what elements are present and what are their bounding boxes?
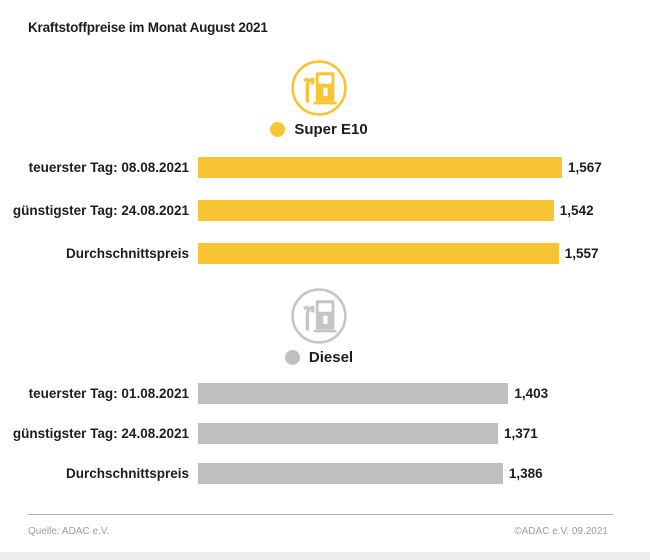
legend-dot: [270, 121, 286, 137]
bar-rows: teuerster Tag: 08.08.2021 1,567 günstigste…: [13, 157, 650, 264]
bar: [198, 200, 554, 221]
fuel-pump-icon: [291, 60, 347, 116]
bar-row: Durchschnittspreis 1,557: [66, 243, 650, 264]
bar-value: 1,557: [564, 246, 599, 261]
footer-copyright: ©ADAC e.V. 09.2021: [514, 526, 608, 537]
bar-value: 1,542: [559, 203, 594, 218]
page-title: Kraftstoffpreise im Monat August 2021: [28, 20, 268, 35]
bar: [198, 463, 503, 484]
bar-label: günstigster Tag: 24.08.2021: [12, 203, 189, 218]
bar: [198, 243, 559, 264]
bar: [198, 383, 509, 404]
bar-label: Durchschnittspreis: [65, 466, 189, 481]
bar-value: 1,403: [514, 386, 549, 401]
bar: [198, 157, 562, 178]
bar-label: teuerster Tag: 01.08.2021: [28, 386, 189, 401]
fuel-pump-icon: [291, 288, 347, 344]
bar-label: Durchschnittspreis: [65, 246, 189, 261]
bar-row: günstigster Tag: 24.08.2021 1,371: [13, 423, 650, 444]
bar-row: Durchschnittspreis 1,386: [66, 463, 650, 484]
legend-label: Diesel: [308, 348, 354, 366]
bar-label: günstigster Tag: 24.08.2021: [12, 426, 189, 441]
bar-value: 1,386: [508, 466, 543, 481]
legend-super-e10: Super E10: [0, 120, 644, 138]
fuel-pump-icon-wrap: [0, 287, 644, 345]
footer-divider: [28, 514, 613, 515]
bar-value: 1,371: [504, 426, 538, 441]
bar-label: teuerster Tag: 08.08.2021: [28, 160, 189, 175]
bar-row: teuerster Tag: 08.08.2021 1,567: [29, 157, 650, 178]
legend-label: Super E10: [294, 120, 368, 138]
bar-value: 1,567: [568, 160, 602, 175]
footer-source: Quelle: ADAC e.V.: [28, 526, 110, 537]
bottom-strip: [0, 552, 650, 560]
bar: [198, 423, 498, 444]
bar-rows: teuerster Tag: 01.08.2021 1,403 günstigste…: [13, 383, 650, 484]
bar-row: teuerster Tag: 01.08.2021 1,403: [29, 383, 650, 404]
bar-row: günstigster Tag: 24.08.2021 1,542: [13, 200, 650, 221]
fuel-pump-icon-wrap: [0, 59, 644, 117]
legend-diesel: Diesel: [0, 348, 644, 366]
legend-dot: [284, 349, 300, 365]
group-super-e10: Super E10 teuerster Tag: 08.08.2021 1,567…: [0, 59, 650, 286]
group-diesel: Diesel teuerster Tag: 01.08.2021 1,403 gün…: [0, 287, 650, 503]
